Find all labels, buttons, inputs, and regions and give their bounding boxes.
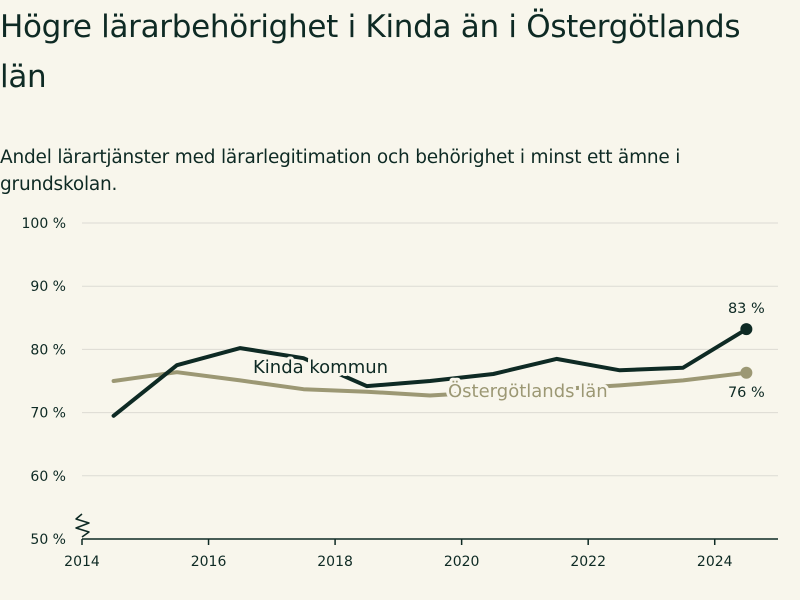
x-tick-label: 2014	[64, 554, 100, 570]
series-label-ostergotland: Östergötlands län	[448, 380, 608, 402]
x-tick-label: 2016	[191, 554, 227, 570]
y-tick-label: 50 %	[30, 532, 66, 548]
chart-subtitle: Andel lärartjänster med lärarlegitimatio…	[0, 147, 681, 195]
axes: 50 % 60 % 70 % 80 % 90 % 100 % 2014 2016 2018 202…	[22, 216, 778, 570]
x-tick-label: 2020	[444, 554, 480, 570]
series-labels: Kinda kommun Östergötlands län 83 % 76 %	[250, 301, 765, 405]
y-tick-label: 80 %	[30, 342, 66, 358]
y-tick-label: 70 %	[30, 406, 66, 422]
series-end-marker-kinda	[740, 323, 753, 336]
gridlines	[82, 222, 778, 477]
series-lines	[111, 323, 753, 418]
chart-title: Högre lärarbehörighet i Kinda än i Öster…	[0, 9, 741, 95]
y-tick-label: 100 %	[22, 216, 66, 232]
end-value-label-kinda: 83 %	[728, 301, 765, 317]
x-tick-label: 2018	[317, 554, 353, 570]
x-tick-label: 2024	[697, 554, 733, 570]
x-tick-label: 2022	[570, 554, 606, 570]
y-tick-label: 90 %	[30, 279, 66, 295]
series-line-ostergotland	[111, 370, 749, 398]
series-line-kinda	[111, 327, 749, 418]
axis-break-icon	[75, 513, 90, 538]
y-tick-label: 60 %	[30, 469, 66, 485]
end-value-label-ostergotland: 76 %	[728, 385, 765, 401]
series-label-kinda: Kinda kommun	[253, 357, 388, 378]
series-end-marker-ostergotland	[740, 366, 753, 379]
